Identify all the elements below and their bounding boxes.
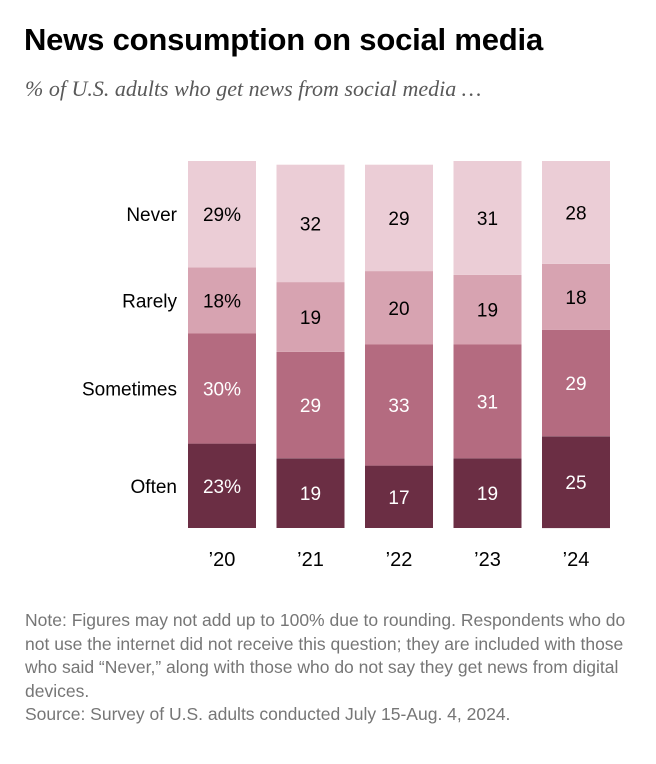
- bar-segment-often-24: [542, 436, 610, 529]
- bar-segment-never-24: [542, 161, 610, 264]
- chart-footer: Note: Figures may not add up to 100% due…: [25, 609, 640, 727]
- value-label-rarely-20: 18%: [203, 292, 241, 313]
- bar-segment-sometimes-23: [453, 344, 522, 459]
- value-label-sometimes-24: 29: [565, 374, 586, 395]
- bar-segment-sometimes-22: [365, 344, 433, 466]
- value-label-never-21: 32: [300, 214, 321, 235]
- value-label-rarely-22: 20: [388, 299, 409, 320]
- value-label-often-23: 19: [477, 484, 498, 505]
- bar-segment-rarely-21: [276, 282, 345, 352]
- chart-note: Note: Figures may not add up to 100% due…: [25, 610, 626, 701]
- value-label-never-24: 28: [565, 203, 586, 224]
- bar-segment-never-23: [453, 161, 522, 275]
- value-label-rarely-21: 19: [300, 308, 321, 329]
- x-tick-label-20: ’20: [209, 549, 236, 571]
- bar-segment-often-21: [276, 458, 345, 528]
- legend-label-often: Often: [131, 477, 177, 498]
- value-label-sometimes-23: 31: [477, 392, 498, 413]
- bar-segment-rarely-22: [365, 271, 433, 345]
- bar-segment-rarely-20: [188, 267, 256, 334]
- bar-segment-rarely-23: [453, 274, 522, 345]
- bar-segment-never-22: [365, 164, 433, 272]
- bar-segment-sometimes-21: [276, 351, 345, 459]
- bar-segment-sometimes-24: [542, 329, 610, 437]
- value-label-often-20: 23%: [203, 477, 241, 498]
- value-label-never-22: 29: [388, 209, 409, 230]
- bar-segment-rarely-24: [542, 263, 610, 330]
- legend-label-sometimes: Sometimes: [82, 380, 177, 401]
- x-tick-label-22: ’22: [386, 549, 413, 571]
- bar-segment-never-20: [188, 161, 256, 268]
- value-label-often-24: 25: [565, 473, 586, 494]
- x-tick-label-24: ’24: [563, 549, 590, 571]
- value-label-rarely-23: 19: [477, 301, 498, 322]
- value-label-never-23: 31: [477, 209, 498, 230]
- value-label-never-20: 29%: [203, 205, 241, 226]
- stacked-bar-chart: 23% Often 30% Sometimes 18% Rarely 29% Never ’20…: [82, 161, 610, 571]
- chart-subtitle: % of U.S. adults who get news from socia…: [25, 76, 482, 101]
- value-label-sometimes-20: 30%: [203, 380, 241, 401]
- chart-title: News consumption on social media: [24, 22, 543, 57]
- value-label-rarely-24: 18: [565, 288, 586, 309]
- x-tick-label-21: ’21: [297, 549, 324, 571]
- legend-label-never: Never: [126, 205, 177, 226]
- bar-segment-often-22: [365, 465, 433, 528]
- legend-label-rarely: Rarely: [122, 292, 177, 313]
- bar-segment-never-21: [276, 164, 345, 283]
- value-label-often-21: 19: [300, 484, 321, 505]
- value-label-often-22: 17: [388, 488, 409, 509]
- value-label-sometimes-22: 33: [388, 396, 409, 417]
- bar-segment-often-23: [453, 458, 522, 528]
- x-tick-label-23: ’23: [474, 549, 501, 571]
- chart-source: Source: Survey of U.S. adults conducted …: [25, 704, 511, 724]
- bar-segment-often-20: [188, 443, 256, 528]
- bar-segment-sometimes-20: [188, 333, 256, 444]
- value-label-sometimes-21: 29: [300, 396, 321, 417]
